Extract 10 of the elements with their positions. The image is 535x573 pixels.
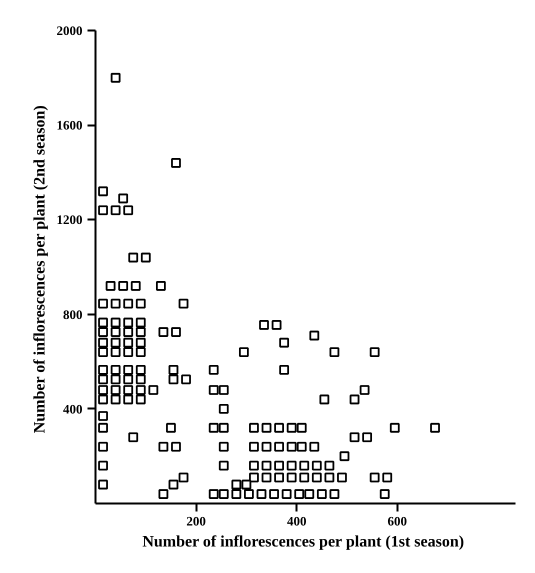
x-tick-label: 200	[186, 514, 206, 528]
y-tick-label: 800	[63, 306, 82, 322]
x-tick-label: 600	[388, 514, 408, 528]
y-axis-title: Number of inflorescences per plant (2nd season)	[32, 105, 48, 434]
x-tick-label: 400	[286, 514, 306, 528]
y-tick-label: 2000	[56, 23, 82, 38]
x-axis-title: Number of inflorescences per plant (1st season)	[142, 534, 464, 550]
y-tick-label: 1200	[56, 212, 82, 228]
y-tick-label: 400	[63, 401, 82, 416]
y-tick-label: 1600	[56, 118, 82, 133]
